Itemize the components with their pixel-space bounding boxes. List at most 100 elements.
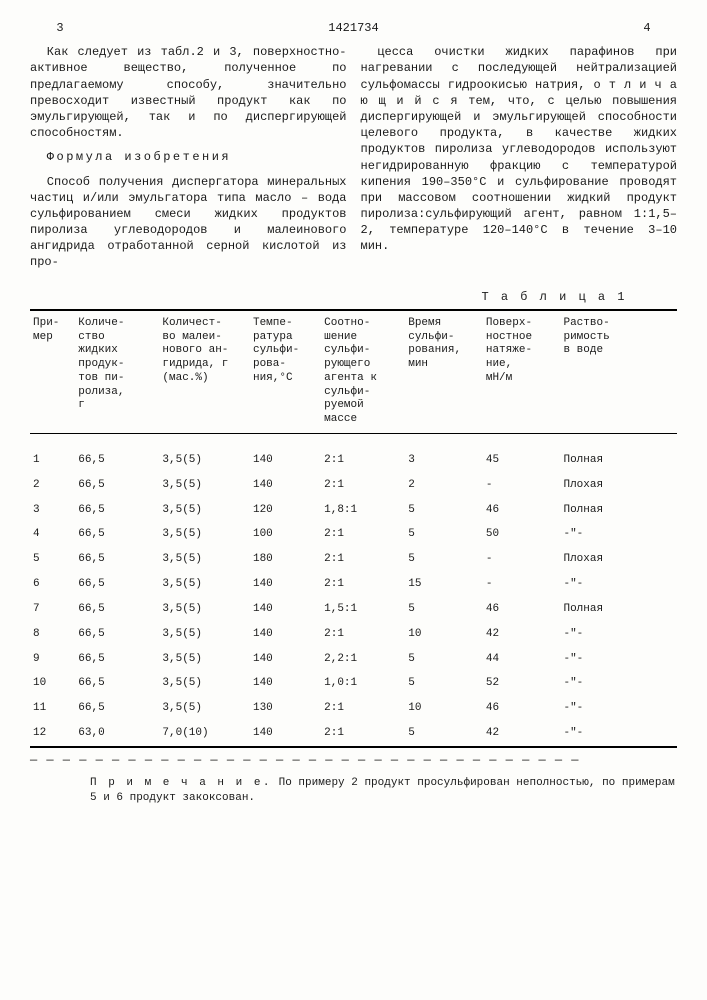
col-header: Времясульфи-рования,мин (405, 310, 483, 434)
table-cell: 5 (405, 647, 483, 672)
table-cell: 2 (30, 473, 75, 498)
col-header: Количе-ствожидкихпродук-тов пи-ролиза,г (75, 310, 159, 434)
table-cell: 66,5 (75, 547, 159, 572)
para-1: Как следует из табл.2 и 3, поверхностно-… (30, 44, 347, 141)
table-cell: 46 (483, 597, 561, 622)
para-3: цесса очистки жидких парафинов при нагре… (361, 44, 678, 254)
table-cell: 3,5(5) (159, 622, 250, 647)
table-row: 1166,53,5(5)1302:11046-"- (30, 696, 677, 721)
table-cell: 2:1 (321, 522, 405, 547)
col-header: Соотно-шениесульфи-рующегоагента ксульфи… (321, 310, 405, 434)
table-row: 366,53,5(5)1201,8:1546Полная (30, 498, 677, 523)
table-cell: 3 (30, 498, 75, 523)
table-cell: 15 (405, 572, 483, 597)
table-cell: 46 (483, 498, 561, 523)
table-cell: 180 (250, 547, 321, 572)
table-cell: 50 (483, 522, 561, 547)
table-cell: 10 (405, 696, 483, 721)
table-cell: Полная (560, 448, 677, 473)
table-cell: 66,5 (75, 647, 159, 672)
table-cell: 1 (30, 448, 75, 473)
table-cell: 10 (405, 622, 483, 647)
table-cell: -"- (560, 647, 677, 672)
table-cell: 2:1 (321, 572, 405, 597)
table-cell: 140 (250, 597, 321, 622)
table-cell: 3,5(5) (159, 597, 250, 622)
table-cell: 5 (405, 597, 483, 622)
data-table: При-мерКоличе-ствожидкихпродук-тов пи-ро… (30, 309, 677, 748)
footnote: П р и м е ч а н и е. По примеру 2 продук… (30, 776, 677, 806)
table-cell: 3,5(5) (159, 547, 250, 572)
table-cell: 100 (250, 522, 321, 547)
table-cell: -"- (560, 696, 677, 721)
table-row: 1263,07,0(10)1402:1542-"- (30, 721, 677, 747)
table-cell: 66,5 (75, 522, 159, 547)
table-cell: 66,5 (75, 448, 159, 473)
table-cell: 2:1 (321, 473, 405, 498)
table-cell: 4 (30, 522, 75, 547)
table-cell: 5 (405, 547, 483, 572)
table-cell: 5 (405, 671, 483, 696)
table-cell: Плохая (560, 547, 677, 572)
table-cell: 66,5 (75, 473, 159, 498)
table-cell: 12 (30, 721, 75, 747)
table-cell: 66,5 (75, 696, 159, 721)
table-cell: 130 (250, 696, 321, 721)
table-cell: 140 (250, 572, 321, 597)
table-cell: 66,5 (75, 622, 159, 647)
table-cell: 7,0(10) (159, 721, 250, 747)
table-cell: 1,8:1 (321, 498, 405, 523)
para-2: Способ получения диспергатора минеральны… (30, 174, 347, 271)
table-cell: 2:1 (321, 622, 405, 647)
table-cell: 2 (405, 473, 483, 498)
table-cell: -"- (560, 721, 677, 747)
left-column: Как следует из табл.2 и 3, поверхностно-… (30, 44, 347, 278)
table-cell: 140 (250, 622, 321, 647)
formula-title: Формула изобретения (30, 149, 347, 165)
table-row: 666,53,5(5)1402:115--"- (30, 572, 677, 597)
table-cell: 5 (405, 498, 483, 523)
table-cell: 66,5 (75, 498, 159, 523)
table-cell: 2:1 (321, 547, 405, 572)
table-cell: -"- (560, 671, 677, 696)
table-cell: - (483, 473, 561, 498)
table-cell: 11 (30, 696, 75, 721)
table-cell: 2:1 (321, 721, 405, 747)
table-cell: 140 (250, 473, 321, 498)
col-header: Количест-во малеи-нового ан-гидрида, г(м… (159, 310, 250, 434)
table-cell: 3,5(5) (159, 696, 250, 721)
table-cell: 1,0:1 (321, 671, 405, 696)
table-cell: 3,5(5) (159, 498, 250, 523)
table-cell: 3,5(5) (159, 448, 250, 473)
table-cell: -"- (560, 622, 677, 647)
doc-number: 1421734 (90, 20, 617, 36)
table-row: 166,53,5(5)1402:1345Полная (30, 448, 677, 473)
col-header: Раство-римостьв воде (560, 310, 677, 434)
table-cell: Плохая (560, 473, 677, 498)
table-cell: 3 (405, 448, 483, 473)
right-column: цесса очистки жидких парафинов при нагре… (361, 44, 678, 278)
table-cell: 2:1 (321, 696, 405, 721)
table-cell: 66,5 (75, 671, 159, 696)
note-divider: — — — — — — — — — — — — — — — — — — — — … (30, 752, 677, 768)
table-cell: 5 (405, 522, 483, 547)
table-cell: 3,5(5) (159, 522, 250, 547)
table-cell: 44 (483, 647, 561, 672)
table-cell: - (483, 572, 561, 597)
table-cell: 3,5(5) (159, 572, 250, 597)
table-row: 1066,53,5(5)1401,0:1552-"- (30, 671, 677, 696)
table-row: 266,53,5(5)1402:12-Плохая (30, 473, 677, 498)
table-row: 866,53,5(5)1402:11042-"- (30, 622, 677, 647)
table-row: 766,53,5(5)1401,5:1546Полная (30, 597, 677, 622)
note-label: П р и м е ч а н и е. (90, 777, 272, 789)
table-cell: 42 (483, 622, 561, 647)
table-cell: 7 (30, 597, 75, 622)
table-cell: -"- (560, 572, 677, 597)
table-cell: 6 (30, 572, 75, 597)
table-cell: Полная (560, 597, 677, 622)
table-cell: 2:1 (321, 448, 405, 473)
page-num-left: 3 (30, 20, 90, 36)
page-num-right: 4 (617, 20, 677, 36)
table-cell: 140 (250, 647, 321, 672)
table-cell: Полная (560, 498, 677, 523)
